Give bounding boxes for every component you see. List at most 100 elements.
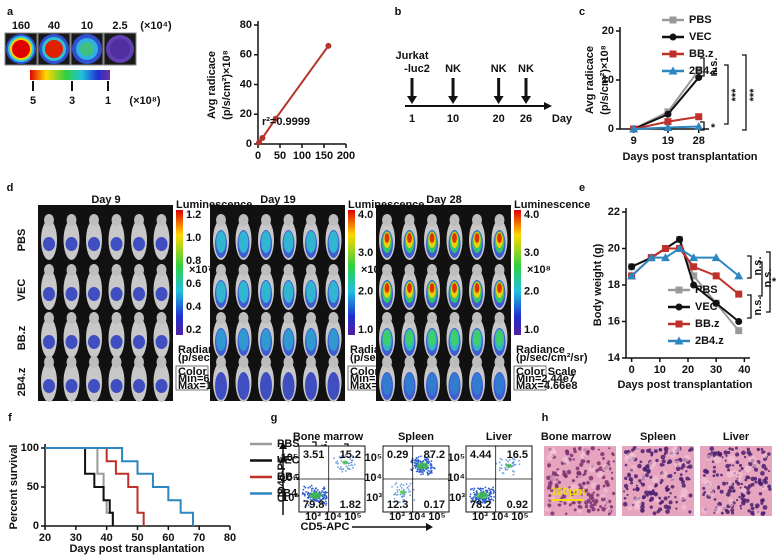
- x-tick-label: 70: [193, 532, 205, 544]
- nucleus: [628, 477, 634, 482]
- event-dot: [409, 482, 412, 485]
- event-dot: [471, 498, 474, 501]
- event-dot: [403, 493, 406, 496]
- bioluminescence: [65, 335, 78, 349]
- mouse-head: [89, 312, 99, 324]
- nucleus: [654, 484, 658, 488]
- cell: [556, 469, 562, 475]
- nucleus: [577, 504, 582, 509]
- mouse-head: [156, 214, 167, 226]
- event-dot: [511, 470, 514, 472]
- y-tick-label: 16: [608, 315, 620, 327]
- cell: [605, 507, 612, 513]
- nucleus: [608, 447, 611, 450]
- x-axis-label: Days post transplantation: [69, 543, 204, 555]
- mouse-head: [134, 312, 144, 324]
- x-axis-label: Days post transplantation: [622, 151, 757, 163]
- event-dot: [303, 493, 306, 495]
- event-core: [399, 490, 406, 495]
- event-dot: [499, 457, 502, 460]
- event-core: [476, 492, 489, 499]
- cell: [635, 447, 641, 452]
- x-tick-label: 60: [162, 532, 174, 544]
- event-dot: [490, 498, 493, 501]
- event-dot: [323, 495, 326, 497]
- event-dot: [419, 455, 422, 458]
- bioluminescence: [216, 281, 226, 303]
- nucleus: [635, 484, 638, 487]
- nucleus: [653, 491, 659, 497]
- cell: [744, 465, 752, 473]
- bioluminescence: [155, 237, 168, 251]
- annotation: *: [711, 122, 716, 134]
- event-dot: [419, 469, 422, 472]
- y-axis-label: (p/s/cm²)×10⁸: [221, 50, 233, 120]
- bioluminescence: [133, 287, 145, 301]
- event-dot: [398, 489, 401, 491]
- cell: [576, 508, 582, 513]
- nucleus: [611, 452, 615, 456]
- nucleus: [731, 448, 734, 451]
- nucleus: [596, 508, 600, 512]
- nucleus: [580, 493, 583, 496]
- tissue-title: Liver: [723, 431, 750, 443]
- cell: [737, 478, 742, 483]
- event-arrowhead: [448, 96, 459, 104]
- event-dot: [337, 462, 340, 465]
- event-dot: [321, 490, 324, 492]
- nucleus: [724, 459, 727, 462]
- event-dot: [491, 488, 494, 491]
- signal: [80, 42, 94, 56]
- event-dot: [393, 493, 396, 496]
- marker: [734, 271, 744, 280]
- x-tick-label: 150: [315, 150, 333, 162]
- flow-tick: 10⁵: [448, 452, 465, 464]
- event-dot: [310, 484, 313, 487]
- event-dot: [429, 472, 432, 474]
- bioluminescence: [282, 372, 295, 400]
- mouse-head: [427, 264, 437, 276]
- marker: [674, 336, 684, 345]
- nucleus: [749, 503, 754, 507]
- scale-text: Color Scale: [516, 366, 577, 378]
- start-label: -luc2: [404, 63, 430, 75]
- nucleus: [703, 491, 707, 494]
- event-dot: [352, 466, 354, 469]
- event-dot: [314, 487, 317, 490]
- mouse-head: [261, 356, 271, 368]
- marker: [663, 123, 673, 132]
- nucleus: [685, 476, 690, 481]
- nucleus: [584, 500, 589, 505]
- event-dot: [405, 483, 408, 485]
- group-label: 2B4.z: [16, 367, 28, 396]
- event-dot: [504, 469, 507, 471]
- y-axis-label: Percent survival: [8, 445, 20, 530]
- panel-letter: h: [542, 412, 549, 424]
- mouse-head: [238, 356, 249, 368]
- event-dot: [507, 460, 509, 463]
- cell: [727, 480, 733, 487]
- marker: [628, 263, 636, 271]
- cell: [550, 475, 557, 482]
- cell: [551, 449, 557, 455]
- event-dot: [415, 470, 418, 473]
- bioluminescence: [473, 330, 481, 346]
- nucleus: [663, 446, 669, 452]
- day-title: Day 9: [91, 194, 120, 206]
- nucleus: [725, 492, 731, 497]
- marker: [695, 66, 703, 74]
- nucleus: [739, 486, 742, 489]
- nucleus: [728, 485, 734, 490]
- nucleus: [723, 450, 728, 455]
- mouse-head: [111, 264, 122, 276]
- event-dot: [418, 470, 420, 473]
- bioluminescence: [450, 330, 459, 346]
- mouse-head: [283, 264, 294, 276]
- legend-label: 2B4.z: [695, 335, 724, 347]
- bioluminescence: [65, 237, 78, 251]
- signal: [110, 39, 130, 59]
- nucleus: [597, 448, 600, 451]
- mouse-head: [283, 356, 294, 368]
- nucleus: [565, 451, 570, 456]
- bioluminescence: [65, 287, 78, 301]
